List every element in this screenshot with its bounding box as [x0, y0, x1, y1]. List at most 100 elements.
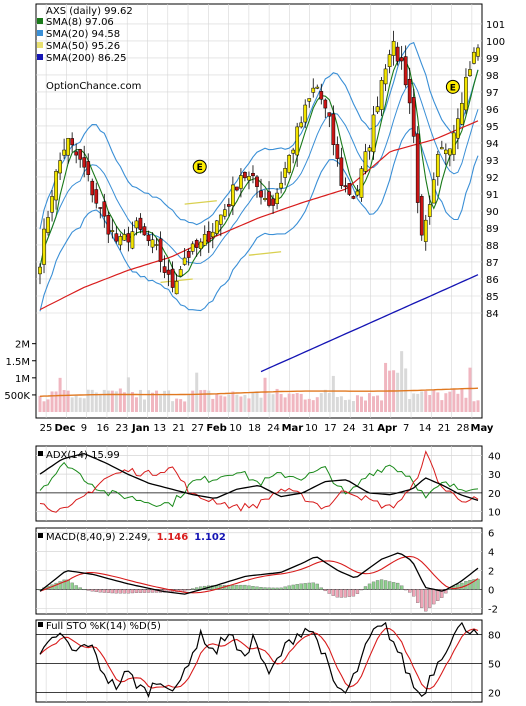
volume-bar: [175, 398, 179, 412]
candle-body: [235, 186, 239, 191]
volume-bar: [98, 394, 102, 412]
sma50-line: [248, 251, 282, 256]
volume-bar: [155, 390, 159, 412]
macd-histogram-bar: [404, 589, 408, 591]
candle-body: [202, 234, 207, 246]
x-tick-label: Apr: [377, 423, 397, 434]
macd-histogram-bar: [456, 584, 460, 590]
macd-histogram-bar: [191, 588, 195, 590]
lower-band-line: [39, 127, 479, 312]
price-tick-label: 88: [486, 241, 499, 252]
volume-bar: [444, 393, 448, 412]
adx-panel-tick-label: 10: [488, 508, 501, 519]
volume-bar: [303, 399, 307, 412]
macd-histogram-bar: [90, 589, 94, 592]
macd-histogram-bar: [239, 584, 243, 590]
candle-body: [259, 190, 263, 198]
macd-histogram-bar: [78, 587, 82, 590]
volume-bar: [335, 397, 339, 412]
x-tick-label: 28: [457, 423, 470, 434]
candle-body: [142, 226, 147, 236]
volume-bar: [368, 393, 372, 412]
macd-histogram-bar: [343, 589, 348, 598]
candle-body: [170, 268, 175, 288]
candle-body: [439, 147, 444, 150]
macd-histogram-bar: [102, 589, 106, 593]
candle-body: [303, 104, 308, 123]
macd-histogram-bar: [74, 585, 78, 590]
volume-bar: [448, 391, 452, 412]
sma20-line: [39, 82, 479, 268]
macd-histogram-bar: [110, 589, 114, 594]
adx-line: [39, 453, 479, 502]
volume-bar: [151, 392, 155, 412]
macd-histogram-bar: [400, 585, 404, 590]
macd-histogram-bar: [387, 581, 392, 590]
macd-panel-tick-label: -2: [488, 604, 498, 615]
volume-bar: [363, 400, 367, 412]
candle-body: [431, 179, 436, 204]
candle-body: [283, 168, 287, 178]
candle-body: [407, 78, 412, 104]
volume-bar: [299, 393, 303, 412]
price-tick-label: 91: [486, 190, 499, 201]
volume-bar: [468, 367, 472, 412]
macd-histogram-bar: [54, 582, 58, 590]
volume-bar: [110, 390, 114, 412]
legend-swatch: [37, 18, 43, 24]
candle-body: [42, 228, 46, 265]
macd-histogram-bar: [211, 585, 215, 590]
candle-body: [227, 204, 231, 207]
volume-bar: [227, 394, 231, 412]
candle-body: [239, 175, 243, 189]
volume-bar: [275, 388, 279, 412]
volume-bar: [90, 389, 94, 412]
candle-body: [102, 201, 107, 217]
macd-panel: 6 4 2 0 -2 MACD(8,40,9) 2.249, 1.146 1.102: [35, 527, 498, 615]
volume-bar: [231, 391, 235, 412]
x-tick-label: 10: [229, 423, 242, 434]
volume-bar: [191, 390, 195, 412]
x-tick-label: 24: [267, 423, 280, 434]
macd-panel-tick-label: 4: [488, 548, 494, 559]
earnings-marker: [192, 159, 207, 174]
price-tick-label: 97: [486, 88, 499, 99]
candle-body: [38, 266, 42, 275]
macd-histogram-bar: [428, 589, 432, 608]
macd-histogram-bar: [114, 589, 118, 594]
volume-bar: [138, 389, 142, 412]
candle-body: [343, 185, 348, 188]
volume-bar: [432, 389, 436, 412]
macd-histogram-bar: [82, 589, 86, 591]
volume-tick-label: 1M: [15, 374, 30, 385]
sto-panel-tick-label: 50: [488, 659, 501, 670]
candle-body: [158, 238, 163, 262]
candle-body: [134, 220, 139, 229]
volume-bar: [247, 398, 251, 412]
volume-bar: [251, 392, 255, 412]
volume-bar: [372, 396, 376, 412]
candle-body: [174, 280, 179, 295]
price-tick-label: 86: [486, 275, 499, 286]
sma50-line: [184, 200, 217, 205]
candle-body: [327, 112, 332, 117]
volume-bar: [267, 393, 271, 412]
macd-histogram-bar: [299, 583, 303, 590]
adx-panel-tick-label: 30: [488, 470, 501, 481]
volume-bar: [163, 390, 167, 412]
volume-bar: [54, 391, 58, 412]
volume-bar: [428, 395, 432, 412]
price-tick-label: 100: [486, 37, 505, 48]
macd-histogram-bar: [436, 589, 440, 601]
volume-bar: [183, 401, 187, 412]
x-tick-label: 23: [115, 423, 128, 434]
volume-bar: [460, 388, 464, 412]
candle-body: [275, 192, 279, 204]
legend-entry: SMA(8) 97.06: [46, 17, 114, 28]
price-tick-label: 90: [486, 207, 499, 218]
volume-bar: [452, 389, 456, 412]
candle-body: [162, 266, 167, 273]
legend-swatch: [37, 54, 43, 60]
sto-d-line: [39, 627, 479, 690]
watermark: OptionChance.com: [46, 81, 141, 92]
